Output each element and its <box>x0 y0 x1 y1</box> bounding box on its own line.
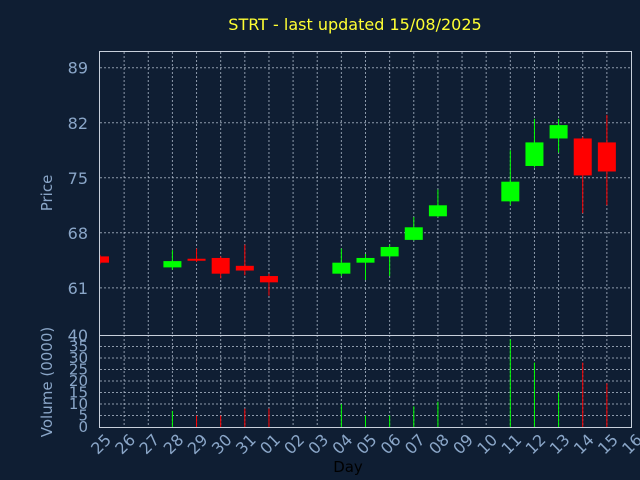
candle-body <box>211 257 230 274</box>
candle-body <box>501 181 520 202</box>
volume-tick-label: 25 <box>69 361 88 379</box>
candle-body <box>187 258 206 261</box>
volume-tick-label: 30 <box>69 349 88 367</box>
chart-title: STRT - last updated 15/08/2025 <box>228 15 481 34</box>
volume-axis-label: Volume (0000) <box>38 327 56 437</box>
day-tick-labels: 2526272829303101020304050607080910111213… <box>87 430 640 458</box>
price-tick-label: 68 <box>68 224 88 243</box>
volume-top-tick-label: 40 <box>68 326 88 345</box>
volume-tick-label: 35 <box>69 338 88 356</box>
volume-tick-label: 15 <box>69 384 88 402</box>
volume-tick-label: 5 <box>78 407 88 425</box>
volume-tick-label: 0 <box>78 418 88 436</box>
candle-body <box>404 227 423 240</box>
candle-body <box>163 261 182 268</box>
volume-gridlines <box>100 335 631 427</box>
price-tick-label: 82 <box>68 114 88 133</box>
day-tick-label: 16 <box>618 430 640 458</box>
volume-panel-frame <box>99 335 632 428</box>
price-tick-labels: 89 82 75 68 61 40 <box>68 59 88 345</box>
x-axis-label: Day <box>333 458 363 476</box>
candle-body <box>356 257 375 263</box>
candle-body <box>332 262 351 274</box>
candle-body <box>100 256 109 263</box>
candle-body <box>597 142 616 172</box>
volume-bars <box>171 339 608 427</box>
candle-body <box>259 276 278 283</box>
candle-body <box>428 205 447 217</box>
candle-body <box>573 138 592 176</box>
price-tick-label: 75 <box>68 169 88 188</box>
price-candles <box>99 114 616 296</box>
volume-tick-label: 10 <box>69 395 88 413</box>
candle-body <box>380 246 399 257</box>
volume-tick-label: 20 <box>69 372 88 390</box>
candle-body <box>525 142 544 166</box>
price-gridlines <box>100 52 631 335</box>
price-tick-label: 61 <box>68 279 88 298</box>
price-tick-label: 89 <box>68 59 88 78</box>
candle-body <box>549 125 568 139</box>
candle-body <box>235 265 254 271</box>
price-axis-label: Price <box>38 175 56 212</box>
